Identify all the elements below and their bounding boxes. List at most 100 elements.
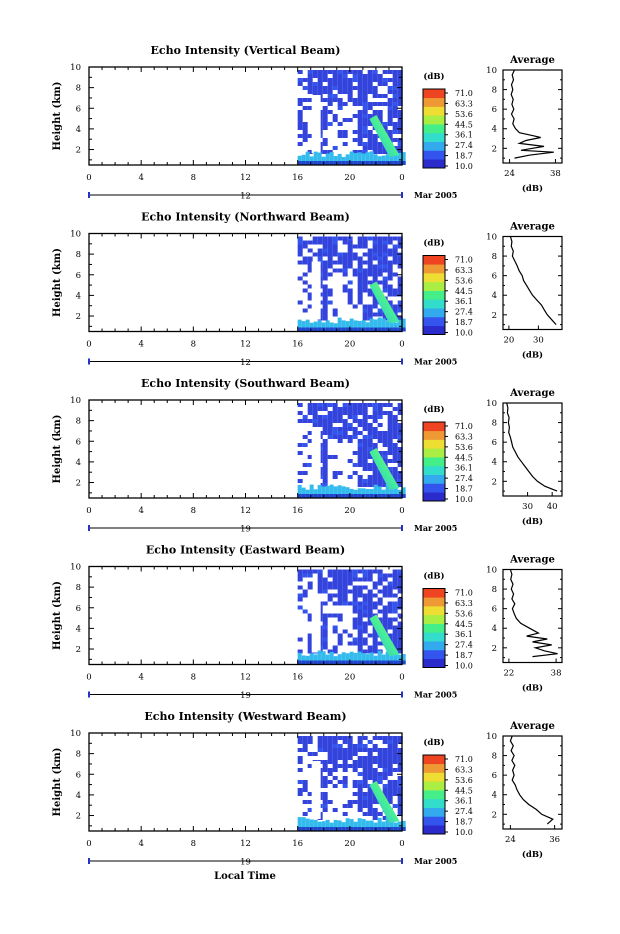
echo-cell [342, 760, 348, 764]
echo-cell [302, 134, 308, 138]
echo-cell [352, 605, 358, 610]
ground-echo-cell [305, 319, 310, 332]
echo-cell [382, 573, 388, 578]
echo-cell [327, 756, 333, 760]
colorbar-segment [423, 492, 445, 502]
echo-cell [397, 756, 403, 760]
x-tick-label: 0 [86, 673, 91, 683]
echo-cell [327, 740, 333, 744]
echo-cell [367, 796, 373, 800]
echo-cell [297, 110, 303, 114]
echo-cell [327, 748, 333, 752]
echo-cell [322, 419, 328, 423]
precipitation-streak [369, 781, 400, 823]
echo-cell [362, 467, 368, 471]
day-label: 19 [240, 691, 251, 701]
echo-cell [357, 808, 363, 812]
echo-cell [357, 443, 363, 447]
echo-cell [377, 142, 383, 146]
ground-echo-cell [361, 153, 366, 165]
echo-cell [367, 146, 373, 150]
y-tick-label: 4 [76, 458, 81, 468]
echo-cell [367, 90, 373, 94]
echo-cell [332, 593, 338, 598]
echo-cell [352, 637, 358, 642]
echo-cell [352, 272, 358, 277]
echo-cell [327, 248, 333, 253]
echo-cell [397, 792, 403, 796]
echo-cell [352, 597, 358, 602]
echo-cell [352, 784, 358, 788]
echo-cell [302, 260, 308, 265]
echo-cell [352, 407, 358, 411]
echo-cell [347, 601, 353, 606]
echo-cell [332, 252, 338, 257]
y-tick-label: 4 [76, 291, 81, 301]
echo-cell [357, 569, 363, 574]
y-tick-label: 2 [76, 479, 81, 489]
echo-cell [317, 423, 323, 427]
echo-cell [362, 419, 368, 423]
echo-cell [387, 419, 393, 423]
ground-echo-cell [337, 327, 342, 332]
echo-cell [327, 597, 333, 602]
echo-cell [372, 768, 378, 772]
ground-echo-cell [329, 151, 334, 165]
echo-cell [322, 629, 328, 634]
echo-cell [362, 90, 368, 94]
colorbar-label: 10.0 [455, 662, 473, 671]
echo-cell [392, 471, 398, 475]
echo-cell [297, 78, 303, 82]
colorbar-segment [423, 290, 445, 300]
echo-cell [392, 788, 398, 792]
echo-cell [387, 621, 393, 626]
echo-cell [372, 629, 378, 634]
ground-echo-cell [337, 827, 342, 831]
echo-cell [392, 244, 398, 249]
echo-cell [382, 252, 388, 257]
echo-cell [312, 252, 318, 257]
colorbar-label: 53.6 [455, 443, 473, 452]
echo-cell [397, 78, 403, 82]
echo-cell [382, 816, 388, 820]
echo-cell [297, 605, 303, 610]
echo-cell [362, 110, 368, 114]
echo-cell [367, 748, 373, 752]
echo-cell [342, 784, 348, 788]
ground-echo-cell [365, 654, 370, 665]
echo-cell [397, 142, 403, 146]
echo-cell [357, 784, 363, 788]
echo-cell [392, 288, 398, 293]
ground-echo-cell [369, 327, 374, 332]
ground-echo-cell [357, 660, 362, 665]
ground-echo-cell [393, 152, 398, 165]
echo-cell [392, 585, 398, 590]
echo-cell [372, 796, 378, 800]
ground-echo-cell [349, 651, 354, 665]
echo-cell [327, 760, 333, 764]
colorbar-segment [423, 606, 445, 616]
ground-echo-cell [357, 320, 362, 332]
ground-echo-cell [365, 161, 370, 165]
echo-cell [317, 569, 323, 574]
echo-cell [392, 601, 398, 606]
echo-cell [302, 272, 308, 277]
echo-cell [327, 122, 333, 126]
echo-cell [357, 82, 363, 86]
echo-cell [322, 589, 328, 594]
echo-cell [332, 74, 338, 78]
ground-echo-cell [305, 489, 310, 498]
colorbar-segment [423, 124, 445, 134]
echo-cell [327, 300, 333, 305]
ground-echo-cell [365, 152, 370, 165]
echo-cell [387, 403, 393, 407]
colorbar-segment [423, 159, 445, 169]
ground-echo-cell [353, 161, 358, 165]
avg-y-tick-label: 4 [492, 624, 497, 634]
ground-echo-cell [337, 494, 342, 498]
ground-echo-cell [365, 660, 370, 665]
echo-cell [327, 581, 333, 586]
ground-echo-cell [381, 654, 386, 665]
echo-cell [307, 407, 313, 411]
echo-cell [392, 78, 398, 82]
